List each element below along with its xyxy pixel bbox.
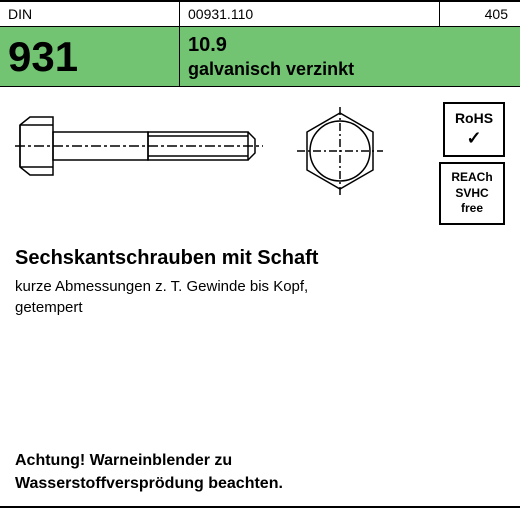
warning-text: Achtung! Warneinblender zu Wasserstoffve… (15, 450, 283, 495)
warning-line1: Achtung! Warneinblender zu (15, 450, 283, 472)
diagram-area: RoHS ✓ REACh SVHC free (0, 87, 520, 247)
hex-front-view-icon (295, 107, 385, 197)
reach-line3: free (449, 201, 495, 217)
din-number-cell: 931 (0, 27, 180, 86)
header-num: 405 (440, 2, 520, 26)
warning-line2: Wasserstoffversprödung beachten. (15, 473, 283, 495)
product-desc-1: kurze Abmessungen z. T. Gewinde bis Kopf… (15, 276, 505, 297)
reach-line2: SVHC (449, 186, 495, 202)
rohs-label: RoHS (453, 110, 495, 126)
header-row: DIN 00931.110 405 (0, 2, 520, 27)
bolt-side-view-icon (15, 107, 265, 187)
din-number: 931 (8, 36, 78, 78)
coating: galvanisch verzinkt (188, 59, 354, 80)
header-code: 00931.110 (180, 2, 440, 26)
spec-details: 10.9 galvanisch verzinkt (180, 27, 520, 86)
spec-row: 931 10.9 galvanisch verzinkt (0, 27, 520, 87)
rohs-badge: RoHS ✓ (443, 102, 505, 157)
reach-badge: REACh SVHC free (439, 162, 505, 225)
header-din-label: DIN (0, 2, 180, 26)
grade: 10.9 (188, 34, 227, 57)
reach-line1: REACh (449, 170, 495, 186)
checkmark-icon: ✓ (453, 128, 495, 149)
product-text: Sechskantschrauben mit Schaft kurze Abme… (0, 247, 520, 318)
product-title: Sechskantschrauben mit Schaft (15, 247, 505, 270)
product-desc-2: getempert (15, 297, 505, 318)
